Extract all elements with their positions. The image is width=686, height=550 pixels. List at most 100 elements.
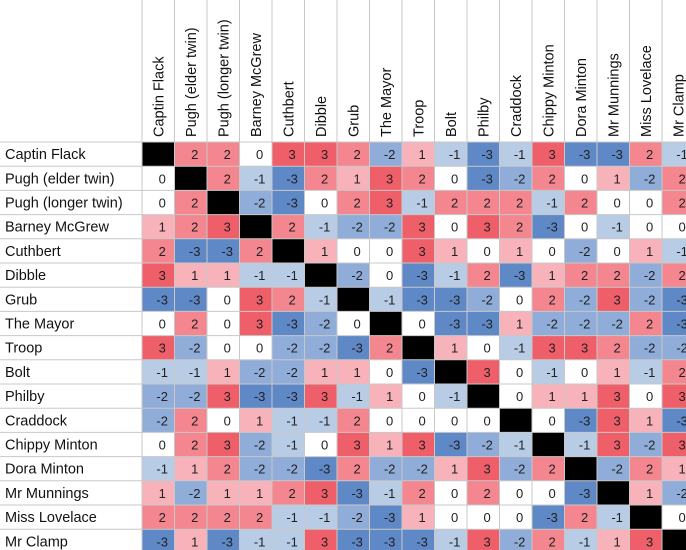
column-label: Grub	[346, 105, 362, 137]
heatmap-cell	[629, 480, 662, 505]
heatmap-cell	[499, 190, 532, 215]
heatmap-cell	[174, 287, 207, 312]
heatmap-cell	[662, 238, 686, 263]
heatmap-cell	[532, 335, 565, 360]
heatmap-cell	[662, 287, 686, 312]
cell-value: -1	[611, 220, 623, 235]
cell-value: 3	[321, 486, 328, 501]
cell-value: 2	[256, 510, 263, 525]
cell-value: -2	[644, 171, 656, 186]
heatmap-cell	[304, 214, 337, 239]
cell-value: -3	[676, 292, 686, 307]
heatmap-cell	[304, 311, 337, 336]
heatmap-cell	[207, 529, 240, 550]
heatmap-cell	[304, 238, 337, 263]
cell-value: -3	[611, 147, 623, 162]
cell-value: 0	[386, 244, 393, 259]
heatmap-cell	[239, 408, 272, 433]
heatmap-cell	[402, 384, 435, 409]
heatmap-cell	[434, 529, 467, 550]
heatmap-cell	[662, 408, 686, 433]
cell-value: -2	[611, 317, 623, 332]
cell-value: 3	[353, 438, 360, 453]
heatmap-cell	[402, 287, 435, 312]
heatmap-cell	[564, 456, 597, 481]
heatmap-cell	[207, 142, 240, 167]
heatmap-cell	[142, 142, 175, 167]
heatmap-cell	[272, 505, 305, 530]
cell-value: 3	[483, 462, 490, 477]
cell-value: -2	[286, 462, 298, 477]
cell-value: 0	[224, 317, 231, 332]
heatmap-cell	[564, 480, 597, 505]
cell-value: 2	[256, 244, 263, 259]
cell-value: 3	[159, 341, 166, 356]
row-labels: Captin Flack Pugh (elder twin) Pugh (longe…	[5, 147, 123, 550]
heatmap-cell	[499, 263, 532, 288]
heatmap-cell	[239, 190, 272, 215]
cell-value: 0	[678, 510, 685, 525]
cell-value: 3	[224, 438, 231, 453]
cell-value: 1	[386, 389, 393, 404]
heatmap-cell	[434, 432, 467, 457]
column-label: Bolt	[444, 112, 460, 137]
heatmap-cell	[402, 166, 435, 191]
cell-value: 2	[646, 317, 653, 332]
cell-value: 0	[646, 389, 653, 404]
heatmap-cell	[337, 408, 370, 433]
cell-value: 1	[256, 413, 263, 428]
heatmap-cell	[532, 190, 565, 215]
row-label: Pugh (elder twin)	[5, 171, 115, 187]
heatmap-cell	[467, 529, 500, 550]
heatmap-cell	[369, 238, 402, 263]
heatmap-cell	[337, 166, 370, 191]
cell-value: 1	[353, 365, 360, 380]
cell-value: 1	[516, 244, 523, 259]
cell-value: -1	[514, 341, 526, 356]
heatmap-cell	[304, 335, 337, 360]
heatmap-cell	[207, 311, 240, 336]
heatmap-cell	[304, 432, 337, 457]
cell-value: -1	[579, 534, 591, 549]
cell-value: -3	[286, 196, 298, 211]
cell-value: 2	[224, 147, 231, 162]
cell-value: -2	[286, 365, 298, 380]
cell-value: 2	[678, 365, 685, 380]
heatmap-cell	[434, 505, 467, 530]
heatmap-cell	[174, 456, 207, 481]
cell-value: -3	[384, 510, 396, 525]
cell-value: -2	[514, 534, 526, 549]
row-label: Dibble	[5, 268, 46, 284]
cell-value: -2	[254, 438, 266, 453]
cell-value: -2	[319, 341, 331, 356]
row-label: Dora Minton	[5, 462, 84, 478]
heatmap-cell	[304, 263, 337, 288]
cell-value: 3	[321, 534, 328, 549]
cell-value: 3	[613, 413, 620, 428]
heatmap-cell	[597, 408, 630, 433]
heatmap-cell	[239, 384, 272, 409]
heatmap-cell	[142, 529, 175, 550]
row-label: Miss Lovelace	[5, 510, 97, 526]
heatmap-cell	[174, 480, 207, 505]
heatmap-cell	[239, 166, 272, 191]
heatmap-cell	[467, 166, 500, 191]
heatmap-cell	[564, 384, 597, 409]
heatmap-cell	[662, 263, 686, 288]
heatmap-cell	[434, 238, 467, 263]
cell-value: 1	[646, 486, 653, 501]
heatmap-cell	[142, 190, 175, 215]
cell-value: 0	[613, 196, 620, 211]
heatmap-cell	[174, 529, 207, 550]
cell-value: -3	[449, 317, 461, 332]
heatmap-cell	[499, 335, 532, 360]
cell-value: 0	[516, 365, 523, 380]
cell-value: -1	[449, 534, 461, 549]
cell-value: 1	[321, 365, 328, 380]
heatmap-cell	[369, 263, 402, 288]
heatmap-cell	[239, 359, 272, 384]
cell-value: 3	[483, 534, 490, 549]
cell-value: -3	[676, 413, 686, 428]
cell-value: 0	[451, 413, 458, 428]
cell-value: -2	[481, 292, 493, 307]
